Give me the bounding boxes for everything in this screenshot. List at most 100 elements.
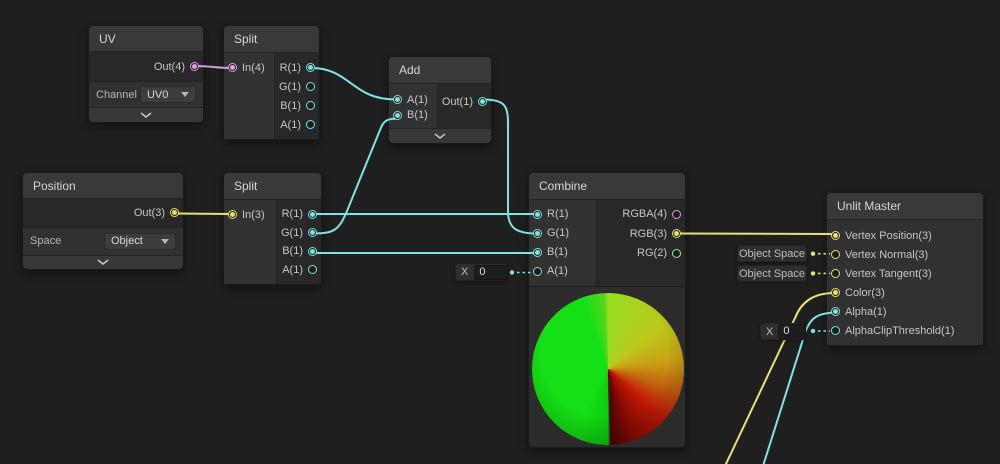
port-add-out[interactable]	[478, 97, 487, 107]
default-connector-dot	[810, 328, 816, 334]
node-unlit-master[interactable]: Unlit Master Vertex Position(3) Vertex N…	[826, 192, 984, 346]
vertex-tangent-default-widget[interactable]: Object Space	[737, 265, 807, 282]
port-label: Out(3)	[133, 206, 165, 219]
port-split-in[interactable]	[228, 63, 237, 73]
node-combine[interactable]: Combine R(1) G(1) B(1) A(1) RGBA(4) RGB(…	[528, 172, 686, 448]
port-label: Out(1)	[441, 95, 473, 108]
port-label: B(1)	[407, 109, 428, 122]
node-title[interactable]: UV	[89, 26, 203, 53]
wire-position-out-to-split2-in[interactable]	[175, 212, 232, 215]
port-split-in[interactable]	[228, 210, 237, 220]
default-connector-dot	[810, 271, 816, 276]
chevron-down-icon	[181, 92, 189, 98]
node-title[interactable]: Unlit Master	[827, 193, 983, 220]
node-split-top[interactable]: Split In(4) R(1) G(1) B(1) A(1)	[223, 25, 320, 140]
space-dropdown[interactable]: Object	[104, 232, 176, 250]
node-uv[interactable]: UV Out(4) Channel UV0	[88, 25, 204, 123]
port-label: A(1)	[282, 263, 303, 276]
channel-label: Channel	[96, 88, 137, 101]
port-combine-rgba[interactable]	[672, 209, 681, 219]
value-field[interactable]: 0	[474, 264, 509, 280]
port-label: A(1)	[407, 93, 428, 106]
port-vertex-tangent[interactable]	[831, 269, 840, 278]
port-add-b[interactable]	[393, 110, 402, 120]
chevron-down-icon	[140, 112, 152, 118]
port-split-r[interactable]	[306, 63, 315, 72]
port-label: In(3)	[242, 208, 265, 221]
node-preview	[529, 285, 685, 447]
port-combine-g[interactable]	[533, 228, 542, 238]
collapse-preview-button[interactable]	[89, 107, 203, 122]
port-alpha-clip-threshold[interactable]	[831, 326, 840, 335]
port-split-g[interactable]	[308, 228, 317, 238]
chevron-down-icon	[434, 132, 446, 139]
port-label: B(1)	[280, 99, 301, 112]
port-label: G(1)	[281, 226, 303, 239]
node-title[interactable]: Split	[224, 26, 319, 53]
collapse-preview-button[interactable]	[389, 128, 491, 143]
wire-split-r-to-add-a[interactable]	[311, 67, 396, 101]
port-alpha[interactable]	[831, 307, 840, 316]
port-label: Color(3)	[845, 286, 885, 299]
chevron-down-icon	[161, 238, 169, 244]
node-title[interactable]: Split	[224, 173, 321, 200]
channel-dropdown[interactable]: UV0	[139, 86, 196, 104]
port-label: B(1)	[282, 245, 303, 258]
space-dropdown-value: Object	[111, 235, 143, 248]
port-position-out[interactable]	[170, 208, 179, 218]
object-space-label: Object Space	[738, 247, 806, 260]
port-add-a[interactable]	[393, 95, 402, 105]
port-combine-a[interactable]	[533, 266, 542, 276]
alpha-clip-default-widget[interactable]: X 0	[760, 323, 807, 340]
port-split-b[interactable]	[308, 246, 317, 256]
port-split-a[interactable]	[308, 265, 317, 275]
x-label: X	[461, 266, 469, 278]
channel-dropdown-value: UV0	[146, 88, 169, 101]
wire-add-out-to-combine-g[interactable]	[483, 98, 537, 235]
node-title[interactable]: Position	[23, 173, 183, 199]
value-field[interactable]: 0	[778, 324, 807, 339]
port-combine-r[interactable]	[533, 209, 542, 219]
port-label: Vertex Position(3)	[845, 229, 932, 242]
port-label: Alpha(1)	[845, 305, 887, 318]
wire-to-color[interactable]	[724, 292, 835, 464]
port-label: RGBA(4)	[622, 208, 667, 221]
port-label: R(1)	[281, 208, 303, 221]
vertex-normal-default-widget[interactable]: Object Space	[737, 245, 807, 262]
port-label: R(1)	[547, 208, 569, 221]
node-position[interactable]: Position Out(3) Space Object	[22, 172, 184, 270]
default-connector-dot	[509, 270, 515, 275]
port-uv-out[interactable]	[190, 62, 199, 72]
wire-split2-g-to-add-b[interactable]	[313, 117, 396, 235]
x-label: X	[766, 325, 774, 338]
port-label: R(1)	[279, 61, 301, 74]
port-label: Out(4)	[153, 60, 185, 73]
shader-preview-sphere	[532, 292, 684, 445]
port-label: Vertex Tangent(3)	[845, 267, 932, 280]
port-label: AlphaClipThreshold(1)	[845, 324, 955, 337]
port-combine-rg[interactable]	[672, 248, 681, 258]
port-split-a[interactable]	[306, 120, 315, 129]
default-connector-dot	[810, 251, 816, 256]
collapse-preview-button[interactable]	[23, 254, 183, 269]
port-split-g[interactable]	[306, 82, 315, 91]
node-title[interactable]: Add	[389, 57, 491, 84]
port-split-r[interactable]	[308, 209, 317, 219]
combine-alpha-default-widget[interactable]: X 0	[455, 263, 509, 281]
port-label: B(1)	[547, 246, 568, 259]
node-title[interactable]: Combine	[529, 173, 685, 200]
wire-combine-rgb-to-vertex-position[interactable]	[677, 232, 835, 235]
node-split-bottom[interactable]: Split In(3) R(1) G(1) B(1) A(1)	[223, 172, 322, 285]
port-label: In(4)	[242, 61, 265, 74]
port-label: RG(2)	[637, 247, 667, 260]
port-vertex-position[interactable]	[831, 231, 840, 240]
port-label: A(1)	[547, 265, 568, 278]
port-combine-rgb[interactable]	[672, 229, 681, 239]
chevron-down-icon	[97, 259, 109, 265]
port-combine-b[interactable]	[533, 247, 542, 257]
port-color[interactable]	[831, 288, 840, 297]
port-vertex-normal[interactable]	[831, 250, 840, 259]
node-add[interactable]: Add A(1) B(1) Out(1)	[388, 56, 492, 144]
port-split-b[interactable]	[306, 101, 315, 110]
